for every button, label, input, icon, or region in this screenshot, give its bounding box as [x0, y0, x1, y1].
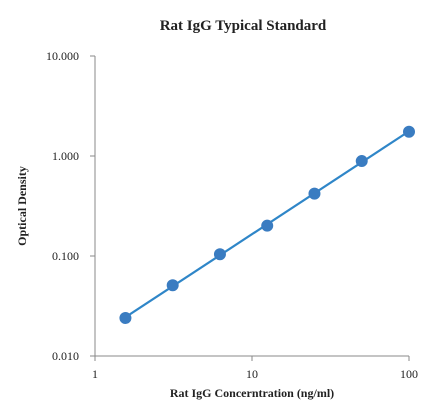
y-tick-label: 0.010: [52, 349, 79, 363]
data-point: [166, 279, 179, 292]
y-tick-label: 1.000: [52, 149, 79, 163]
y-tick-label: 10.000: [46, 49, 79, 63]
data-point: [213, 248, 226, 261]
x-tick-label: 10: [246, 367, 258, 381]
y-axis-label: Optical Density: [15, 166, 29, 246]
chart-title: Rat IgG Typical Standard: [160, 18, 327, 34]
data-point: [119, 311, 132, 324]
x-tick-label: 1: [92, 367, 98, 381]
x-axis: 1 10 100: [92, 355, 418, 381]
data-point: [355, 155, 368, 168]
data-point: [308, 187, 321, 200]
x-axis-label: Rat IgG Concerntration (ng/ml): [170, 386, 334, 400]
x-tick-label: 100: [400, 367, 418, 381]
data-point: [261, 219, 274, 232]
y-tick-label: 0.100: [52, 249, 79, 263]
data-point: [403, 125, 415, 138]
y-axis: 0.010 0.100 1.000 10.000: [46, 49, 96, 363]
data-series: [119, 125, 415, 324]
